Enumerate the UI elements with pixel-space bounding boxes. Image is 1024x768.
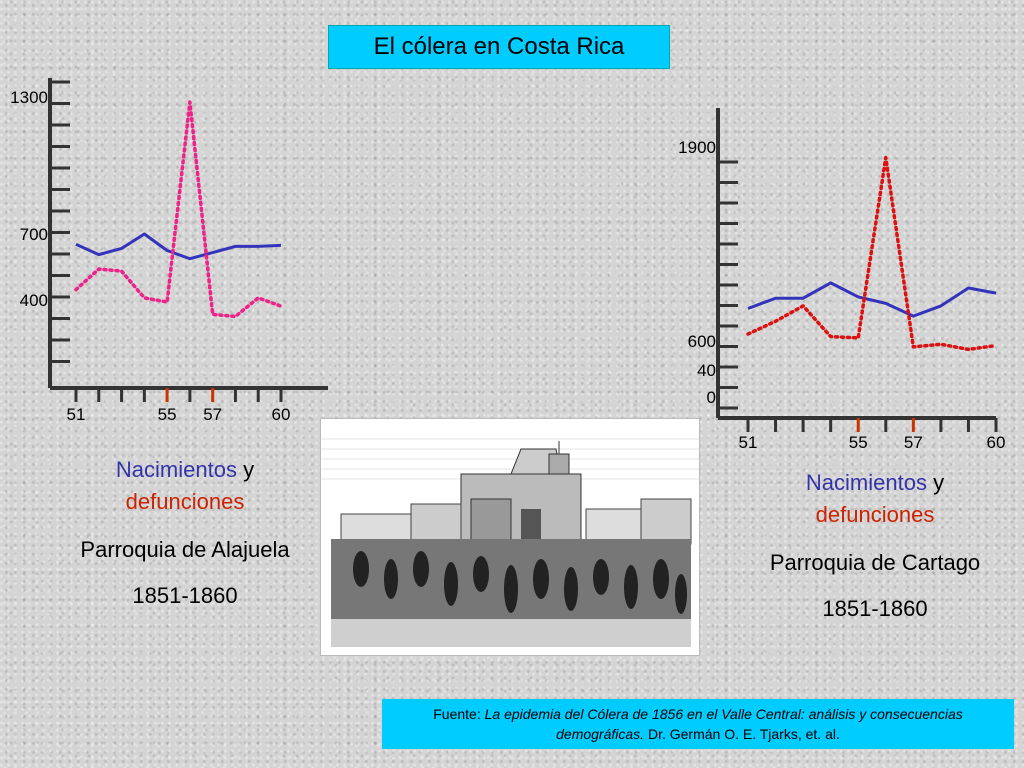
series-line-deaths: [746, 155, 998, 352]
y-tick-label: 1900: [678, 138, 716, 157]
x-tick-label: 55: [849, 433, 868, 452]
years-range: 1851-1860: [822, 596, 928, 621]
births-label: Nacimientos: [115, 457, 237, 482]
y-tick-label: 700: [20, 225, 48, 244]
source-label: Fuente:: [433, 706, 485, 722]
years-range: 1851-1860: [132, 583, 238, 608]
chart-cartago: 1900 600 40 0 51 55 57 60: [678, 108, 1005, 452]
x-tick-label: 60: [272, 405, 291, 424]
series-line-births: [75, 232, 282, 261]
historical-engraving-image: [320, 418, 700, 656]
x-tick-label: 51: [67, 405, 86, 424]
deaths-label: defunciones: [815, 502, 935, 527]
births-label: Nacimientos: [805, 470, 927, 495]
y-tick-label: 400: [20, 291, 48, 310]
and-label: y: [926, 470, 945, 495]
series-line-births: [747, 281, 997, 318]
source-footer: Fuente: La epidemia del Cólera de 1856 e…: [382, 699, 1014, 749]
y-tick-label: 600: [688, 332, 716, 351]
caption-alajuela: Nacimientos y defunciones Parroquia de A…: [70, 454, 300, 612]
y-tick-label: 1300: [10, 88, 48, 107]
x-tick-label: 55: [158, 405, 177, 424]
slide-title: El cólera en Costa Rica: [328, 25, 670, 69]
source-authors: Dr. Germán O. E. Tjarks, et. al.: [644, 726, 840, 742]
x-tick-label: 57: [904, 433, 923, 452]
deaths-label: defunciones: [125, 489, 245, 514]
y-tick-label: 40: [697, 361, 716, 380]
series-line-deaths: [74, 100, 283, 319]
source-work: La epidemia del Cólera de 1856 en el Val…: [484, 706, 963, 742]
chart-alajuela: 1300 700 400 51 55 57 60: [10, 78, 328, 424]
x-tick-label: 51: [739, 433, 758, 452]
and-label: y: [236, 457, 255, 482]
parish-name: Parroquia de Alajuela: [80, 537, 290, 562]
caption-cartago: Nacimientos y defunciones Parroquia de C…: [755, 467, 995, 625]
y-tick-label: 0: [707, 388, 716, 407]
parish-name: Parroquia de Cartago: [769, 550, 981, 575]
x-tick-label: 57: [203, 405, 222, 424]
x-tick-label: 60: [987, 433, 1006, 452]
